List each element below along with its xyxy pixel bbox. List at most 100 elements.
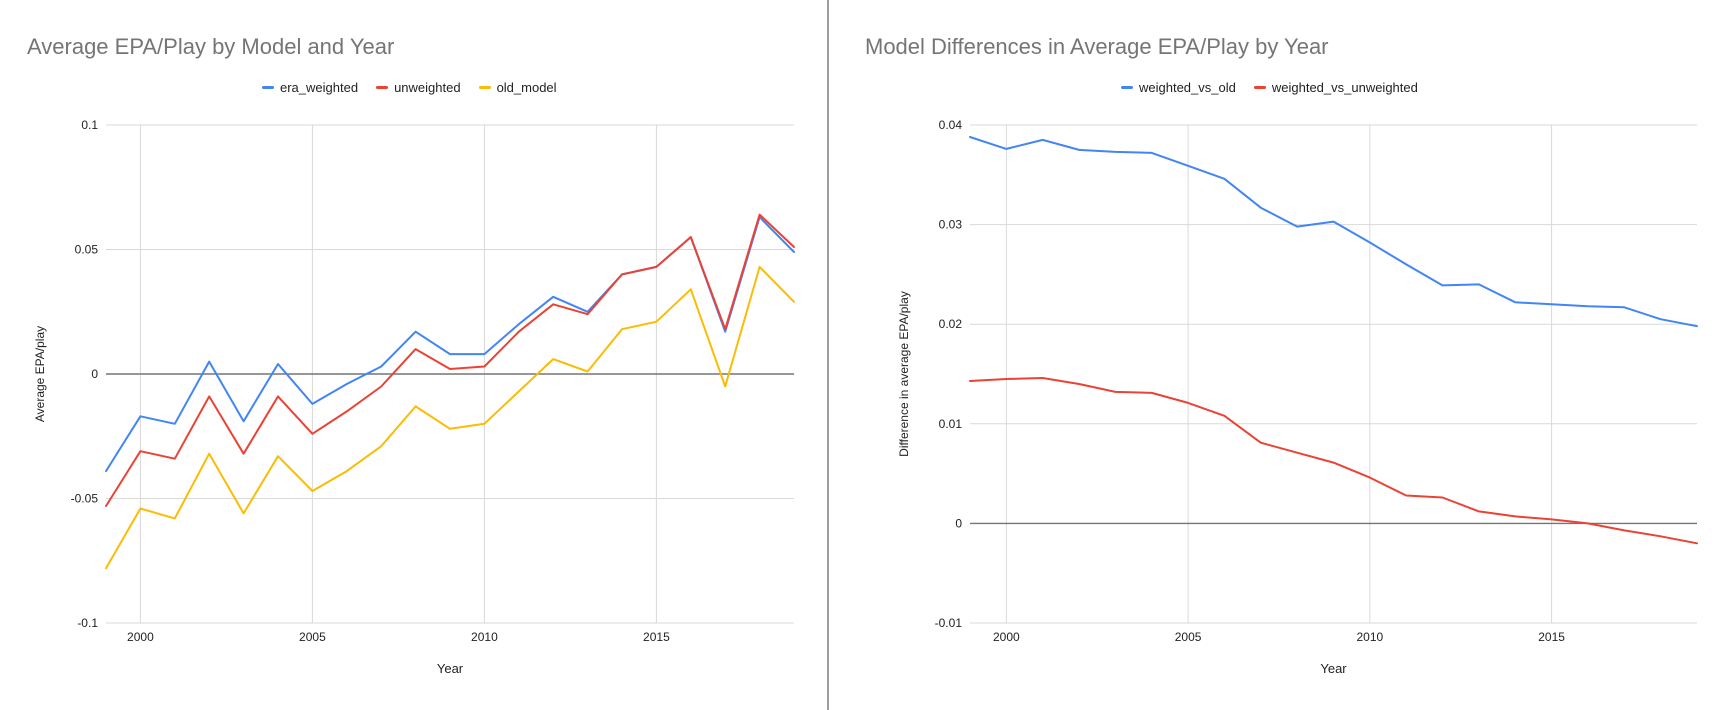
data-point-weighted_vs_old [1004, 147, 1008, 151]
y-tick-label: 0.01 [939, 417, 963, 431]
data-point-weighted_vs_unweighted [1222, 414, 1226, 418]
data-point-unweighted [379, 384, 383, 388]
chart-title: Model Differences in Average EPA/Play by… [865, 34, 1329, 59]
data-point-old_model [345, 469, 349, 473]
data-point-unweighted [586, 312, 590, 316]
y-tick-label: 0.1 [81, 118, 98, 132]
x-tick-label: 2015 [643, 630, 670, 644]
series-line-old_model [105, 265, 795, 570]
data-point-weighted_vs_unweighted [1513, 514, 1517, 518]
data-point-era_weighted [414, 330, 418, 334]
data-point-unweighted [138, 449, 142, 453]
data-point-weighted_vs_unweighted [1332, 461, 1336, 465]
data-point-era_weighted [792, 250, 796, 254]
x-tick-label: 2005 [299, 630, 326, 644]
series-line-weighted_vs_old [969, 136, 1698, 328]
data-point-era_weighted [379, 365, 383, 369]
legend-swatch [262, 86, 274, 89]
data-point-era_weighted [482, 352, 486, 356]
data-point-weighted_vs_unweighted [1150, 391, 1154, 395]
data-point-weighted_vs_old [1695, 324, 1699, 328]
data-point-weighted_vs_old [1259, 206, 1263, 210]
legend-item-weighted_vs_unweighted: weighted_vs_unweighted [1253, 80, 1418, 95]
data-point-weighted_vs_unweighted [1004, 377, 1008, 381]
data-point-weighted_vs_old [1550, 302, 1554, 306]
series-line-unweighted [105, 213, 795, 507]
data-point-weighted_vs_old [1622, 305, 1626, 309]
data-point-old_model [104, 566, 108, 570]
data-point-weighted_vs_unweighted [1659, 534, 1663, 538]
x-axis-label: Year [437, 661, 464, 676]
y-tick-label: 0.03 [939, 218, 963, 232]
data-point-weighted_vs_unweighted [1041, 376, 1045, 380]
y-tick-label: -0.01 [935, 616, 963, 630]
legend-label: weighted_vs_old [1139, 80, 1236, 95]
data-point-unweighted [517, 330, 521, 334]
chart-title: Average EPA/Play by Model and Year [27, 34, 395, 59]
series-line-weighted_vs_unweighted [969, 377, 1698, 545]
data-point-unweighted [723, 327, 727, 331]
x-tick-label: 2010 [1356, 630, 1383, 644]
data-point-unweighted [104, 504, 108, 508]
data-point-old_model [242, 511, 246, 515]
data-point-weighted_vs_unweighted [1550, 517, 1554, 521]
data-point-unweighted [414, 347, 418, 351]
legend-item-era_weighted: era_weighted [262, 80, 358, 95]
data-point-old_model [173, 516, 177, 520]
data-point-weighted_vs_old [1295, 225, 1299, 229]
data-point-old_model [689, 287, 693, 291]
data-point-old_model [758, 265, 762, 269]
data-point-unweighted [448, 367, 452, 371]
data-point-unweighted [689, 235, 693, 239]
data-point-weighted_vs_unweighted [1622, 528, 1626, 532]
data-point-old_model [448, 427, 452, 431]
data-point-era_weighted [104, 469, 108, 473]
x-tick-label: 2005 [1175, 630, 1202, 644]
data-point-old_model [586, 370, 590, 374]
data-point-weighted_vs_old [1150, 151, 1154, 155]
data-point-old_model [517, 389, 521, 393]
data-point-weighted_vs_unweighted [968, 379, 972, 383]
chart-plot-area: -0.1 -0.05 0 0.05 0.1 2000 2005 2010 2015 Year Ave… [33, 118, 796, 676]
data-point-weighted_vs_unweighted [1441, 496, 1445, 500]
data-point-old_model [138, 506, 142, 510]
chart-panel-right: Model Differences in Average EPA/Play by… [829, 0, 1726, 710]
data-point-weighted_vs_old [1077, 148, 1081, 152]
data-point-era_weighted [207, 360, 211, 364]
y-tick-label: 0.05 [75, 243, 99, 257]
legend-item-unweighted: unweighted [376, 80, 461, 95]
data-point-unweighted [345, 409, 349, 413]
data-point-weighted_vs_old [1659, 317, 1663, 321]
data-point-unweighted [551, 302, 555, 306]
data-point-weighted_vs_old [1332, 220, 1336, 224]
data-point-weighted_vs_old [1441, 283, 1445, 287]
data-point-unweighted [242, 452, 246, 456]
x-axis-label: Year [1320, 661, 1347, 676]
data-point-old_model [482, 422, 486, 426]
data-point-era_weighted [448, 352, 452, 356]
data-point-old_model [654, 320, 658, 324]
y-tick-label: 0.04 [939, 118, 963, 132]
y-axis-label: Difference in average EPA/play [897, 291, 911, 457]
data-point-weighted_vs_unweighted [1368, 476, 1372, 480]
data-point-era_weighted [138, 414, 142, 418]
data-point-weighted_vs_unweighted [1404, 494, 1408, 498]
data-point-old_model [310, 489, 314, 493]
legend-swatch [478, 86, 491, 89]
data-point-old_model [620, 327, 624, 331]
data-point-weighted_vs_old [1186, 164, 1190, 168]
data-point-unweighted [310, 432, 314, 436]
data-point-weighted_vs_unweighted [1113, 390, 1117, 394]
x-tick-label: 2000 [993, 630, 1020, 644]
data-point-unweighted [620, 272, 624, 276]
data-point-old_model [276, 454, 280, 458]
legend-item-old_model: old_model [478, 80, 557, 95]
y-tick-label: 0 [955, 516, 962, 530]
data-point-era_weighted [242, 419, 246, 423]
legend-label: unweighted [394, 80, 461, 95]
x-tick-label: 2010 [471, 630, 498, 644]
data-point-weighted_vs_old [1222, 177, 1226, 181]
data-point-era_weighted [276, 362, 280, 366]
y-tick-label: 0.02 [939, 317, 963, 331]
data-point-weighted_vs_old [1513, 300, 1517, 304]
